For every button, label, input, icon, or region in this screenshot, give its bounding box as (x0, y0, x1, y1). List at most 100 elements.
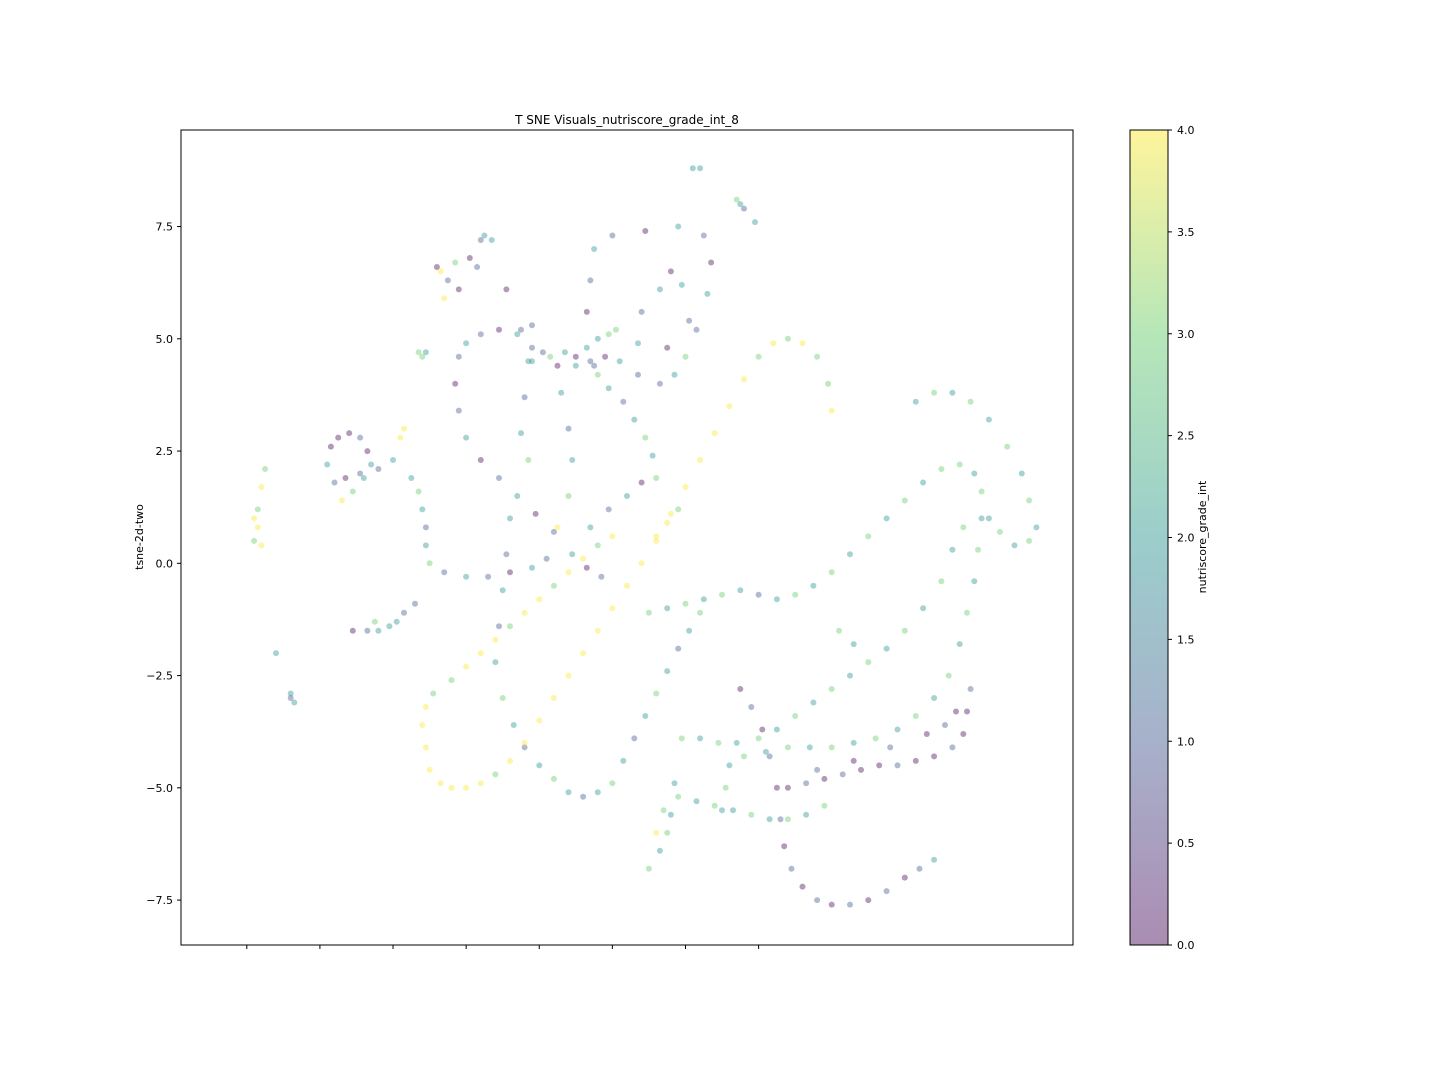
data-point (357, 470, 364, 477)
data-point (477, 237, 484, 243)
data-point (496, 623, 502, 630)
data-point (441, 295, 448, 302)
data-point (1018, 470, 1025, 477)
data-point (521, 394, 528, 401)
y-axis-label: tsne-2d-two (133, 504, 146, 570)
data-point (539, 349, 546, 356)
data-point (525, 358, 532, 365)
data-point (569, 457, 576, 463)
data-point (847, 901, 853, 908)
data-point (536, 762, 543, 769)
colorbar-tick-label: 2.5 (1177, 430, 1195, 443)
y-tick-label: 7.5 (156, 221, 174, 234)
data-point (664, 668, 671, 675)
colorbar-tick-label: 2.0 (1177, 532, 1195, 545)
data-point (594, 371, 601, 378)
data-point (678, 735, 685, 742)
data-point (338, 497, 345, 504)
data-point (726, 403, 733, 410)
data-point (737, 686, 744, 692)
data-point (656, 380, 663, 387)
data-point (799, 340, 806, 347)
data-point (335, 434, 342, 441)
data-point (883, 645, 890, 652)
data-point (518, 326, 524, 333)
data-point (609, 780, 616, 787)
data-point (923, 731, 930, 737)
data-point (942, 722, 948, 728)
data-point (499, 695, 506, 701)
data-point (525, 457, 532, 463)
data-point (799, 883, 806, 890)
data-point (441, 569, 448, 576)
data-point (466, 255, 473, 261)
y-tick-label: 0.0 (156, 557, 174, 570)
data-point (510, 722, 517, 728)
data-point (565, 425, 572, 432)
data-point (664, 344, 671, 351)
data-point (422, 704, 429, 710)
data-point (572, 362, 579, 369)
data-point (324, 461, 331, 468)
data-point (561, 349, 568, 356)
data-point (594, 335, 601, 342)
colorbar-tick-label: 3.0 (1177, 328, 1195, 341)
data-point (737, 587, 744, 594)
data-point (1004, 443, 1011, 450)
data-point (781, 843, 788, 850)
data-point (463, 784, 470, 791)
data-point (521, 744, 528, 751)
data-point (415, 349, 422, 356)
data-point (287, 695, 294, 701)
data-point (686, 317, 693, 324)
data-point (719, 591, 725, 598)
data-point (364, 627, 371, 634)
data-point (422, 524, 429, 531)
data-point (547, 353, 554, 360)
data-point (821, 775, 828, 782)
scatter-points (251, 165, 1040, 908)
data-point (485, 573, 492, 580)
data-point (784, 335, 791, 342)
data-point (474, 264, 481, 270)
colorbar-label: nutriscore_grade_int (1196, 480, 1209, 593)
data-point (529, 358, 535, 365)
data-point (532, 510, 539, 517)
data-point (565, 672, 572, 679)
data-point (741, 205, 747, 212)
data-point (518, 430, 524, 437)
data-point (620, 398, 627, 405)
data-point (667, 811, 674, 818)
data-point (708, 259, 715, 266)
data-point (847, 672, 853, 679)
data-point (653, 533, 660, 540)
data-point (580, 793, 587, 800)
data-point (375, 627, 382, 634)
data-point (865, 533, 872, 540)
data-point (346, 430, 353, 437)
data-point (741, 753, 747, 760)
data-point (675, 506, 682, 513)
data-point (437, 268, 444, 275)
data-point (624, 493, 630, 499)
data-point (565, 569, 572, 576)
data-point (496, 326, 502, 333)
data-point (784, 816, 791, 823)
data-point (847, 551, 853, 558)
data-point (638, 479, 645, 486)
data-point (437, 780, 444, 787)
data-point (342, 475, 349, 481)
data-point (865, 897, 872, 904)
data-point (258, 542, 265, 549)
data-point (901, 874, 908, 881)
data-point (766, 816, 773, 823)
data-point (375, 466, 382, 472)
data-point (901, 497, 908, 504)
data-point (697, 457, 704, 463)
data-point (572, 353, 579, 360)
data-point (912, 757, 919, 764)
data-point (638, 308, 645, 315)
data-point (711, 802, 718, 809)
data-point (503, 551, 510, 558)
